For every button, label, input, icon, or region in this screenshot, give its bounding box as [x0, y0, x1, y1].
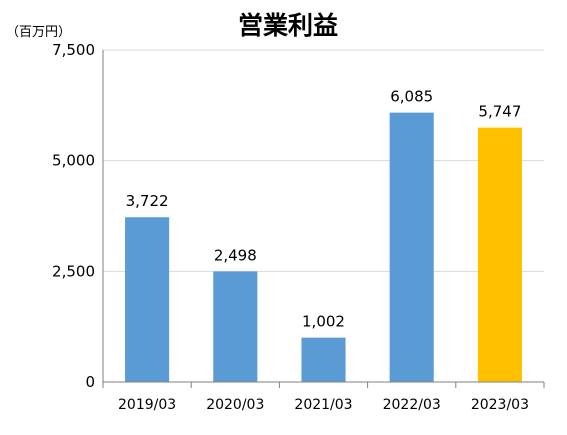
y-tick-label: 2,500: [52, 262, 95, 280]
y-axis-unit-label: （百万円）: [6, 25, 71, 40]
bar: [301, 337, 346, 382]
x-tick-label: 2020/03: [206, 397, 264, 413]
x-tick-label: 2019/03: [118, 397, 176, 413]
bar: [477, 127, 522, 383]
data-label: 2,498: [214, 246, 257, 264]
bar: [389, 112, 434, 383]
labels: 0 2,500 5,000 7,500 3,722 2019/03 2,498 2020/03…: [52, 41, 529, 413]
bar: [125, 217, 170, 382]
gridlines: [103, 49, 544, 272]
y-tick-label: 5,000: [52, 152, 95, 170]
x-tick-label: 2021/03: [294, 397, 352, 413]
data-label: 5,747: [478, 103, 521, 121]
y-tick-label: 7,500: [52, 41, 95, 59]
x-tick-label: 2022/03: [383, 397, 441, 413]
y-tick-label: 0: [85, 373, 95, 391]
axes: [102, 50, 545, 388]
chart-title: 営業利益: [238, 11, 338, 40]
bars: [125, 112, 522, 383]
data-label: 1,002: [302, 313, 345, 331]
data-label: 3,722: [126, 192, 169, 210]
x-tick-label: 2023/03: [471, 397, 529, 413]
bar: [213, 271, 258, 382]
data-label: 6,085: [390, 88, 433, 106]
